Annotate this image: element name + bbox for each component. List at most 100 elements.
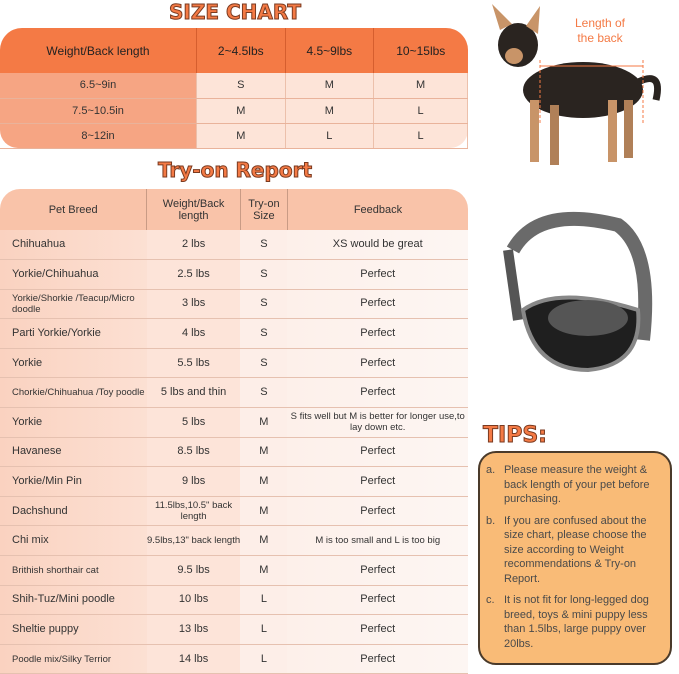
try-on-header-cell: Weight/Back length xyxy=(146,189,241,230)
table-row: Yorkie/Shorkie /Teacup/Micro doodle 3 lbs… xyxy=(0,289,468,320)
size-cell: L xyxy=(285,123,375,149)
try-on-cell: Shih-Tuz/Mini poodle xyxy=(0,585,147,616)
try-on-cell: Yorkie/Shorkie /Teacup/Micro doodle xyxy=(0,289,147,320)
try-on-cell: Havanese xyxy=(0,437,147,468)
try-on-cell: Sheltie puppy xyxy=(0,614,147,645)
try-on-cell: M xyxy=(240,525,288,557)
size-header-cell: Weight/Back length xyxy=(0,28,198,73)
tip-marker: b. xyxy=(486,514,496,527)
try-on-cell: 5 lbs and thin xyxy=(146,377,241,409)
pet-sling-bag-photo xyxy=(503,211,653,373)
size-cell: 7.5~10.5in xyxy=(0,98,198,124)
try-on-cell: M xyxy=(240,555,288,586)
try-on-cell: 2 lbs xyxy=(146,230,241,261)
try-on-cell: S xyxy=(240,318,288,349)
size-chart-table: Weight/Back length 2~4.5lbs 4.5~9lbs 10~15l… xyxy=(0,28,468,149)
try-on-cell: Chihuahua xyxy=(0,230,147,261)
try-on-cell: S xyxy=(240,377,288,409)
tip-item: a. Please measure the weight & back lengt… xyxy=(486,463,662,507)
try-on-cell: L xyxy=(240,644,288,674)
tips-box: a. Please measure the weight & back lengt… xyxy=(478,451,672,665)
try-on-cell: M xyxy=(240,466,288,497)
try-on-cell: 2.5 lbs xyxy=(146,259,241,290)
try-on-cell: Perfect xyxy=(287,437,468,468)
size-cell: M xyxy=(196,123,286,149)
size-cell: M xyxy=(285,73,375,99)
try-on-cell: Yorkie xyxy=(0,407,147,438)
table-row: Chihuahua 2 lbs S XS would be great xyxy=(0,230,468,261)
try-on-cell: M is too small and L is too big xyxy=(287,525,468,557)
tip-item: b. If you are confused about the size cha… xyxy=(486,514,662,587)
table-row: Yorkie/Min Pin 9 lbs M Perfect xyxy=(0,466,468,497)
try-on-cell: Dachshund xyxy=(0,496,147,527)
try-on-report-title: Try-on Report xyxy=(157,158,313,183)
try-on-cell: S xyxy=(240,259,288,290)
try-on-cell: S xyxy=(240,289,288,320)
try-on-cell: 4 lbs xyxy=(146,318,241,349)
table-row: Parti Yorkie/Yorkie 4 lbs S Perfect xyxy=(0,318,468,349)
size-cell: M xyxy=(285,98,375,124)
size-header-cell: 4.5~9lbs xyxy=(285,28,375,73)
try-on-cell: Perfect xyxy=(287,466,468,497)
tip-marker: a. xyxy=(486,464,496,476)
size-cell: M xyxy=(373,73,468,99)
try-on-header-cell: Try-on Size xyxy=(240,189,288,230)
size-cell: S xyxy=(196,73,286,99)
dog-photo: Length of the back xyxy=(492,4,661,165)
try-on-cell: S fits well but M is better for longer u… xyxy=(287,407,468,438)
try-on-cell: Poodle mix/Silky Terrior xyxy=(0,644,147,674)
try-on-cell: Perfect xyxy=(287,614,468,645)
tip-marker: c. xyxy=(486,594,495,606)
table-row: Yorkie/Chihuahua 2.5 lbs S Perfect xyxy=(0,259,468,290)
back-length-label: Length of the back xyxy=(575,16,626,45)
table-row: Brithish shorthair cat 9.5 lbs M Perfect xyxy=(0,555,468,586)
try-on-cell: Chorkie/Chihuahua /Toy poodle xyxy=(0,377,147,409)
table-row: Chorkie/Chihuahua /Toy poodle 5 lbs and t… xyxy=(0,377,468,409)
try-on-cell: L xyxy=(240,585,288,616)
try-on-header-cell: Feedback xyxy=(287,189,468,230)
try-on-cell: 5 lbs xyxy=(146,407,241,438)
table-row: Havanese 8.5 lbs M Perfect xyxy=(0,437,468,468)
try-on-cell: 9 lbs xyxy=(146,466,241,497)
try-on-cell: Chi mix xyxy=(0,525,147,557)
try-on-cell: 9.5lbs,13" back length xyxy=(146,525,241,557)
try-on-cell: Brithish shorthair cat xyxy=(0,555,147,586)
try-on-table: Pet Breed Weight/Back length Try-on Size Fe… xyxy=(0,189,468,674)
size-cell: L xyxy=(373,123,468,149)
try-on-cell: 5.5 lbs xyxy=(146,348,241,379)
try-on-header-cell: Pet Breed xyxy=(0,189,148,230)
table-row: Shih-Tuz/Mini poodle 10 lbs L Perfect xyxy=(0,585,468,616)
table-row: Yorkie 5 lbs M S fits well but M is better … xyxy=(0,407,468,438)
tip-item: c. It is not fit for long-legged dog bree… xyxy=(486,593,662,651)
try-on-cell: Perfect xyxy=(287,377,468,409)
try-on-cell: L xyxy=(240,614,288,645)
try-on-cell: S xyxy=(240,348,288,379)
size-row: 7.5~10.5in M M L xyxy=(0,98,468,124)
size-header-cell: 10~15lbs xyxy=(373,28,468,73)
table-row: Yorkie 5.5 lbs S Perfect xyxy=(0,348,468,379)
try-on-cell: Perfect xyxy=(287,289,468,320)
try-on-cell: S xyxy=(240,230,288,261)
try-on-cell: Perfect xyxy=(287,259,468,290)
try-on-cell: XS would be great xyxy=(287,230,468,261)
size-row: 6.5~9in S M M xyxy=(0,73,468,99)
try-on-cell: M xyxy=(240,407,288,438)
size-chart-title: SIZE CHART xyxy=(168,0,301,25)
try-on-cell: 11.5lbs,10.5" back length xyxy=(146,496,241,527)
tip-text: It is not fit for long-legged dog breed,… xyxy=(504,594,649,650)
size-header-cell: 2~4.5lbs xyxy=(196,28,286,73)
table-row: Poodle mix/Silky Terrior 14 lbs L Perfect xyxy=(0,644,468,674)
try-on-cell: Yorkie xyxy=(0,348,147,379)
try-on-cell: 9.5 lbs xyxy=(146,555,241,586)
try-on-cell: Yorkie/Chihuahua xyxy=(0,259,147,290)
table-row: Chi mix 9.5lbs,13" back length M M is too s… xyxy=(0,525,468,557)
try-on-cell: M xyxy=(240,437,288,468)
size-cell: M xyxy=(196,98,286,124)
tips-title: TIPS: xyxy=(483,423,548,449)
try-on-cell: Perfect xyxy=(287,348,468,379)
size-row: 8~12in M L L xyxy=(0,123,468,149)
try-on-cell: Perfect xyxy=(287,555,468,586)
try-on-cell: Parti Yorkie/Yorkie xyxy=(0,318,147,349)
table-row: Sheltie puppy 13 lbs L Perfect xyxy=(0,614,468,645)
size-cell: 8~12in xyxy=(0,123,198,149)
